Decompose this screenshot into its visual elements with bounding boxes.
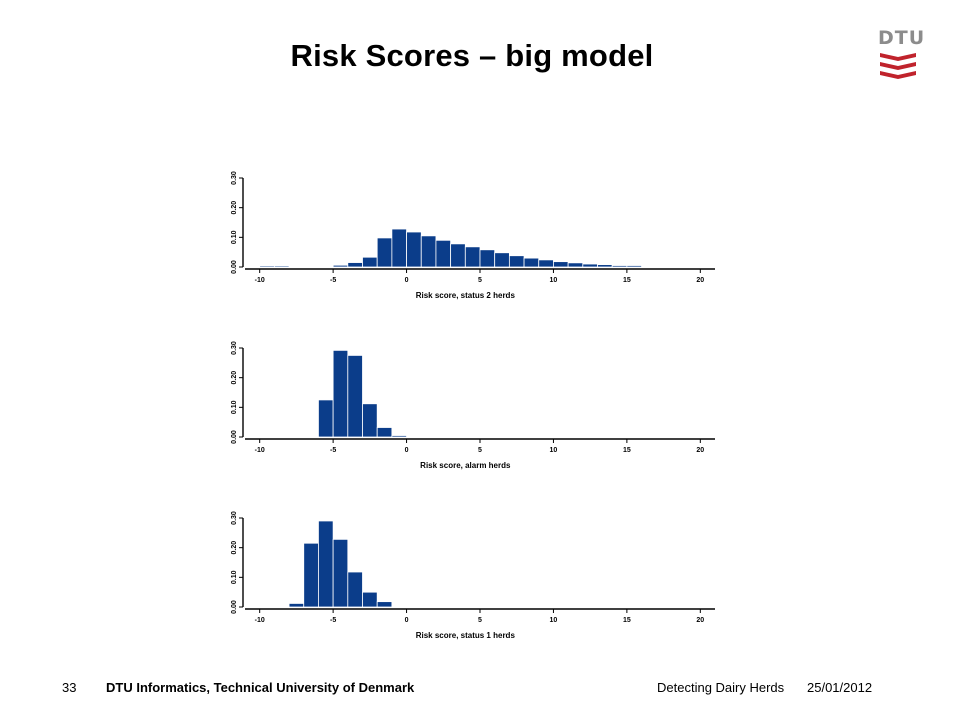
y-tick-label: 0.30 bbox=[231, 341, 238, 355]
x-axis-label: Risk score, alarm herds bbox=[420, 461, 511, 470]
x-tick-label: 0 bbox=[405, 277, 409, 284]
x-tick-label: 0 bbox=[405, 447, 409, 454]
histogram-bar bbox=[259, 265, 275, 268]
histogram-bar bbox=[523, 257, 540, 268]
histogram-bar bbox=[362, 403, 378, 438]
x-tick-label: 15 bbox=[623, 277, 631, 284]
x-tick-label: 10 bbox=[550, 277, 558, 284]
histogram-bar bbox=[626, 265, 642, 268]
y-tick-label: 0.10 bbox=[231, 570, 238, 584]
histogram-bar bbox=[538, 259, 554, 268]
talk-title: Detecting Dairy Herds bbox=[657, 680, 785, 695]
x-tick-label: -5 bbox=[330, 617, 336, 624]
page-number: 33 bbox=[62, 680, 77, 695]
histogram-bar bbox=[332, 264, 349, 268]
x-tick-label: 10 bbox=[550, 617, 558, 624]
x-tick-label: 20 bbox=[696, 447, 704, 454]
histogram-bar bbox=[362, 591, 378, 608]
histogram-bar bbox=[391, 228, 407, 268]
histogram-bar bbox=[450, 243, 466, 268]
x-tick-label: 0 bbox=[405, 617, 409, 624]
y-tick-label: 0.30 bbox=[231, 171, 238, 185]
histogram-bar bbox=[553, 261, 569, 268]
x-tick-label: 15 bbox=[623, 447, 631, 454]
institution-name: DTU Informatics, Technical University of… bbox=[106, 680, 415, 695]
histogram-bar bbox=[567, 262, 584, 268]
x-tick-label: -10 bbox=[255, 617, 265, 624]
y-tick-label: 0.20 bbox=[231, 371, 238, 385]
x-tick-label: -5 bbox=[330, 447, 336, 454]
histogram-bar bbox=[273, 265, 290, 268]
histogram-bar bbox=[318, 399, 334, 438]
histogram-bar bbox=[288, 603, 305, 608]
histogram-bar bbox=[582, 263, 598, 268]
histogram-bar bbox=[435, 239, 452, 268]
x-tick-label: 10 bbox=[550, 447, 558, 454]
histogram-bar bbox=[376, 237, 393, 268]
histogram-alarm-herds: -10 -5 0 5 10 15 20 0.00 0.10 0.20 0.30 Risk score,… bbox=[225, 340, 725, 485]
histogram-bar bbox=[508, 255, 525, 268]
x-tick-label: 20 bbox=[696, 277, 704, 284]
histogram-bar bbox=[347, 262, 363, 268]
histogram-bar bbox=[494, 252, 510, 268]
histogram-bar bbox=[332, 349, 349, 438]
y-tick-label: 0.00 bbox=[231, 600, 238, 614]
histogram-bar bbox=[376, 601, 393, 608]
x-tick-label: 15 bbox=[623, 617, 631, 624]
x-tick-label: 20 bbox=[696, 617, 704, 624]
histogram-bar bbox=[347, 571, 363, 608]
histogram-bar bbox=[420, 235, 437, 268]
histogram-status-1-herds-svg: -10 -5 0 5 10 15 20 0.00 0.10 0.20 0.30 Risk score,… bbox=[231, 511, 715, 640]
slide-date: 25/01/2012 bbox=[807, 680, 873, 695]
dtu-logo: DTU bbox=[878, 27, 926, 86]
histogram-status-2-herds: -10 -5 0 5 10 15 20 0.00 0.10 0.20 0.30 Risk score,… bbox=[225, 170, 725, 315]
logo-text: DTU bbox=[878, 27, 926, 49]
histogram-bar bbox=[611, 265, 628, 268]
y-tick-label: 0.10 bbox=[231, 230, 238, 244]
histogram-bar bbox=[332, 538, 349, 608]
y-tick-label: 0.20 bbox=[231, 201, 238, 215]
histogram-bar bbox=[479, 249, 496, 268]
histogram-bar bbox=[303, 542, 319, 608]
y-tick-label: 0.00 bbox=[231, 430, 238, 444]
histogram-alarm-herds-svg: -10 -5 0 5 10 15 20 0.00 0.10 0.20 0.30 Risk score,… bbox=[231, 341, 715, 470]
histogram-bar bbox=[391, 435, 407, 438]
histogram-bar bbox=[464, 246, 481, 268]
histogram-bar bbox=[347, 355, 363, 438]
histogram-bar bbox=[376, 427, 393, 438]
x-tick-label: -10 bbox=[255, 447, 265, 454]
histogram-bar bbox=[318, 520, 334, 608]
dtu-logo-icon bbox=[880, 53, 916, 79]
histogram-status-2-herds-svg: -10 -5 0 5 10 15 20 0.00 0.10 0.20 0.30 Risk score,… bbox=[231, 171, 715, 300]
x-tick-label: 5 bbox=[478, 277, 482, 284]
histogram-bar bbox=[406, 231, 422, 268]
histogram-bar bbox=[362, 256, 378, 268]
y-tick-label: 0.10 bbox=[231, 400, 238, 414]
x-axis-label: Risk score, status 2 herds bbox=[416, 291, 516, 300]
slide-title: Risk Scores – big model bbox=[290, 38, 654, 73]
x-tick-label: 5 bbox=[478, 617, 482, 624]
histogram-bar bbox=[597, 264, 613, 268]
y-tick-label: 0.30 bbox=[231, 511, 238, 525]
x-axis-label: Risk score, status 1 herds bbox=[416, 631, 516, 640]
x-tick-label: -5 bbox=[330, 277, 336, 284]
y-tick-label: 0.20 bbox=[231, 541, 238, 555]
y-tick-label: 0.00 bbox=[231, 260, 238, 274]
histogram-status-1-herds: -10 -5 0 5 10 15 20 0.00 0.10 0.20 0.30 Risk score,… bbox=[225, 510, 725, 655]
x-tick-label: -10 bbox=[255, 277, 265, 284]
x-tick-label: 5 bbox=[478, 447, 482, 454]
